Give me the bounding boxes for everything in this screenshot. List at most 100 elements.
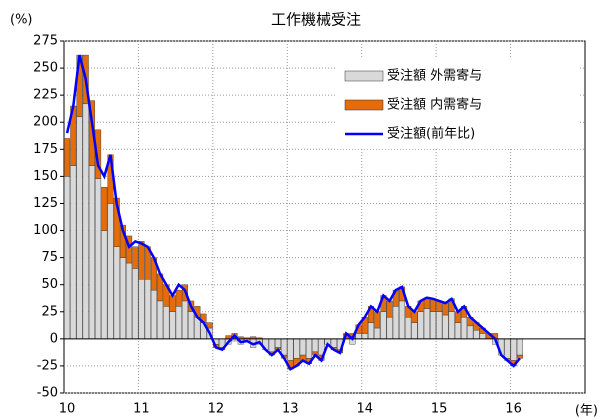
y-tick-label: 75 <box>41 250 58 265</box>
bar <box>454 322 461 340</box>
bar <box>355 333 362 340</box>
y-tick-label: 275 <box>33 34 58 49</box>
bar <box>417 311 424 340</box>
legend-swatch <box>344 70 384 82</box>
plot-border <box>63 40 586 394</box>
bar <box>88 165 95 340</box>
y-tick-label: 0 <box>50 331 58 346</box>
bar <box>126 235 133 264</box>
bar <box>175 289 182 307</box>
y-tick-label: 175 <box>33 142 58 157</box>
x-tick-label: 11 <box>133 402 150 417</box>
bar <box>473 329 480 340</box>
bar <box>163 306 170 340</box>
x-tick-label: 10 <box>59 402 76 417</box>
bar <box>76 116 83 340</box>
bar <box>293 338 300 359</box>
y-tick-label: 200 <box>33 115 58 130</box>
bar <box>467 325 474 340</box>
bar <box>299 338 306 356</box>
bar <box>101 230 108 340</box>
bar <box>138 279 145 340</box>
bar <box>516 338 523 356</box>
y-tick-label: 125 <box>33 196 58 211</box>
x-tick-label: 13 <box>282 402 299 417</box>
bar <box>368 322 375 340</box>
bar <box>361 333 368 340</box>
y-axis-label: (%) <box>10 13 33 28</box>
bar <box>101 187 108 231</box>
y-tick-label: -25 <box>37 358 58 373</box>
y-tick-label: 25 <box>41 304 58 319</box>
bar <box>504 338 511 359</box>
bar <box>374 311 381 329</box>
y-tick-label: -50 <box>37 386 58 401</box>
bar <box>386 300 393 318</box>
bar <box>479 333 486 340</box>
x-tick-label: 15 <box>431 402 448 417</box>
bar <box>436 311 443 340</box>
bar <box>169 311 176 340</box>
x-tick-label: 14 <box>356 402 373 417</box>
bar <box>430 311 437 340</box>
x-axis-label: (年) <box>575 404 598 419</box>
bar <box>442 314 449 340</box>
y-tick-label: 100 <box>33 223 58 238</box>
bar <box>70 165 77 340</box>
legend-swatch <box>344 99 384 111</box>
bar <box>386 316 393 340</box>
bar <box>448 311 455 340</box>
bar <box>461 316 468 340</box>
bar <box>95 178 102 340</box>
y-tick-label: 225 <box>33 88 58 103</box>
bar <box>150 289 157 340</box>
bar <box>399 300 406 340</box>
x-tick-label: 12 <box>208 402 225 417</box>
bar <box>126 262 133 340</box>
legend-label: 受注額(前年比) <box>387 126 475 142</box>
chart-title: 工作機械受注 <box>271 11 361 29</box>
bar <box>405 316 412 340</box>
y-tick-label: 150 <box>33 169 58 184</box>
bar <box>64 138 71 177</box>
x-tick-label: 16 <box>505 402 522 417</box>
bar <box>132 246 139 269</box>
bar <box>82 103 89 340</box>
bar <box>423 308 430 340</box>
line <box>65 54 521 371</box>
y-tick-label: 50 <box>41 277 58 292</box>
bar <box>374 327 381 340</box>
bar <box>138 241 145 280</box>
bar <box>188 311 195 340</box>
bar <box>206 322 213 329</box>
bar <box>305 338 312 359</box>
bar <box>175 306 182 340</box>
bar <box>330 338 337 348</box>
plot-area <box>60 40 586 394</box>
bar <box>392 306 399 340</box>
bar <box>169 295 176 312</box>
bar <box>411 322 418 340</box>
y-tick-label: 250 <box>33 61 58 76</box>
bar <box>132 268 139 340</box>
bar <box>510 338 517 361</box>
bar <box>113 246 120 340</box>
bar <box>442 302 449 316</box>
bar <box>287 338 294 361</box>
bar <box>119 257 126 340</box>
bar <box>107 203 114 340</box>
legend-label: 受注額 内需寄与 <box>387 97 482 113</box>
bar <box>274 338 281 348</box>
bar <box>380 311 387 340</box>
bar <box>268 338 275 353</box>
bar <box>144 279 151 340</box>
bar <box>281 338 288 356</box>
bar <box>157 300 164 340</box>
bar <box>516 354 523 359</box>
bar <box>181 300 188 340</box>
legend-label: 受注額 外需寄与 <box>387 68 482 84</box>
bar <box>312 338 319 353</box>
bar <box>64 176 71 340</box>
